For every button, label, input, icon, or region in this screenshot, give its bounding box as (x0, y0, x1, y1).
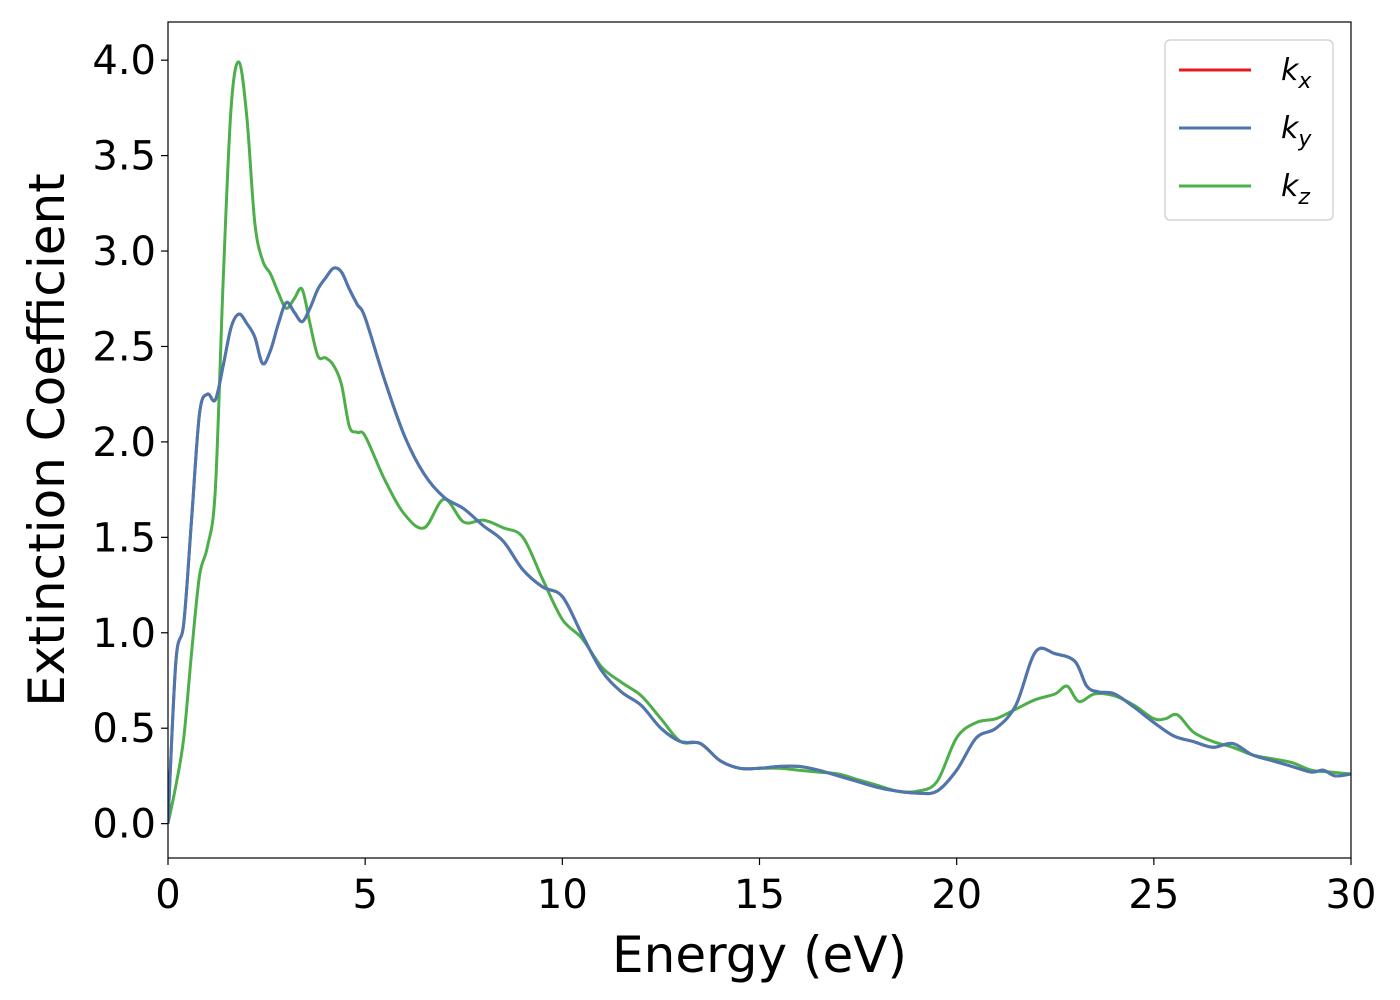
y-tick-label: 2.5 (92, 324, 156, 370)
x-tick-label: 15 (734, 872, 785, 918)
y-tick-label: 1.5 (92, 515, 156, 561)
x-tick-label: 0 (155, 872, 180, 918)
x-axis-label: Energy (eV) (612, 926, 907, 984)
y-tick-label: 2.0 (92, 420, 156, 466)
series-line-ky (168, 266, 1351, 824)
y-tick-label: 4.0 (92, 38, 156, 84)
y-axis-ticks: 0.0 0.5 1.0 1.5 2.0 2.5 3.0 3.5 4.0 (92, 38, 168, 848)
x-tick-label: 20 (931, 872, 982, 918)
legend: kx ky kz (1164, 39, 1334, 221)
legend-box (1164, 39, 1334, 221)
y-tick-label: 1.0 (92, 611, 156, 657)
y-tick-label: 0.0 (92, 802, 156, 848)
legend-entry-kx: kx (1281, 53, 1312, 94)
x-axis-ticks: 0 5 10 15 20 25 30 (155, 858, 1376, 918)
x-tick-label: 5 (352, 872, 377, 918)
y-axis-label: Extinction Coefficient (18, 173, 76, 707)
x-tick-label: 10 (537, 872, 588, 918)
series-line-kx (168, 266, 1351, 824)
y-tick-label: 3.5 (92, 134, 156, 180)
series-line-kz (168, 60, 1351, 824)
series-layer (168, 60, 1351, 824)
legend-entry-ky: ky (1281, 111, 1312, 152)
y-tick-label: 0.5 (92, 706, 156, 752)
y-tick-label: 3.0 (92, 229, 156, 275)
legend-entry-kz: kz (1281, 169, 1310, 210)
x-tick-label: 25 (1128, 872, 1179, 918)
x-tick-label: 30 (1326, 872, 1377, 918)
